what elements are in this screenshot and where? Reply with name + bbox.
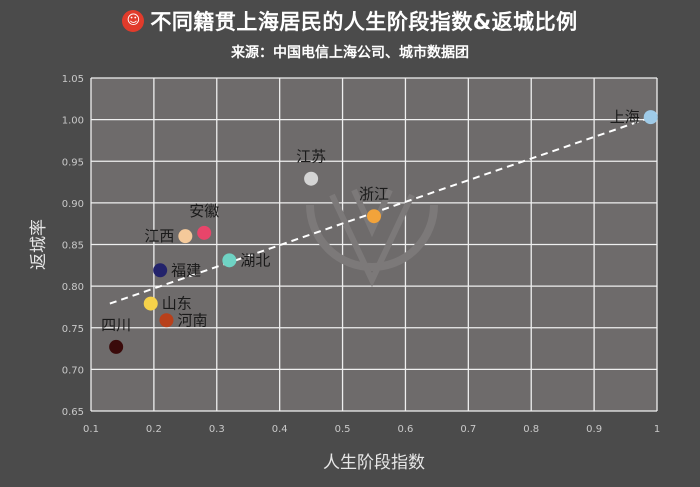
point-label: 浙江 (359, 185, 389, 203)
y-tick-label: 1.05 (62, 74, 84, 85)
data-point (197, 225, 212, 240)
point-label: 四川 (101, 316, 131, 334)
title-row: ☺ 不同籍贯上海居民的人生阶段指数&返城比例 (0, 6, 700, 36)
y-tick-label: 1.00 (62, 116, 84, 127)
y-tick-label: 0.70 (62, 365, 84, 376)
x-tick-label: 0.7 (460, 424, 476, 435)
y-tick-label: 0.80 (62, 282, 84, 293)
data-point (367, 209, 381, 224)
chart-header: ☺ 不同籍贯上海居民的人生阶段指数&返城比例 来源：中国电信上海公司、城市数据团 (0, 6, 700, 62)
x-axis-label: 人生阶段指数 (323, 453, 425, 473)
y-tick-label: 0.75 (62, 324, 84, 335)
y-tick-label: 0.65 (62, 407, 84, 418)
y-tick-label: 0.90 (62, 199, 84, 210)
x-tick-label: 0.6 (397, 424, 413, 435)
y-tick-label: 0.95 (62, 157, 84, 168)
y-tick-label: 0.85 (62, 241, 84, 252)
x-tick-label: 0.2 (146, 424, 162, 435)
x-tick-label: 0.4 (272, 424, 288, 435)
red-face-emoji-icon: ☺ (122, 10, 145, 32)
data-point (159, 313, 174, 328)
point-label: 江苏 (296, 148, 326, 166)
point-label: 山东 (162, 295, 192, 313)
y-axis-ticks: 0.65 0.70 0.75 0.80 0.85 0.90 0.95 1.00 1.05 (62, 74, 84, 418)
chart-title: 不同籍贯上海居民的人生阶段指数&返城比例 (150, 10, 578, 34)
x-tick-label: 0.3 (209, 424, 225, 435)
point-label: 湖北 (240, 251, 270, 269)
data-point (222, 253, 237, 268)
data-point (143, 296, 158, 311)
watermark-leaf (329, 188, 415, 288)
data-point (643, 110, 658, 125)
point-label: 福建 (171, 261, 201, 279)
data-point (178, 229, 193, 244)
chart-subtitle: 来源：中国电信上海公司、城市数据团 (231, 45, 469, 61)
point-label: 上海 (610, 108, 640, 126)
grid-lines (90, 77, 658, 412)
x-tick-label: 0.5 (335, 424, 351, 435)
point-label: 安徽 (189, 202, 219, 220)
x-tick-label: 1 (654, 424, 660, 435)
x-axis-ticks: 0.1 0.2 0.3 0.4 0.5 0.6 0.7 0.8 0.9 1 (83, 424, 660, 435)
point-label: 江西 (144, 227, 174, 245)
x-tick-label: 0.1 (83, 424, 99, 435)
data-point (304, 171, 319, 186)
point-label: 河南 (177, 311, 207, 329)
x-tick-label: 0.8 (523, 424, 539, 435)
y-axis-label: 返城率 (29, 219, 49, 270)
data-point (153, 263, 168, 278)
data-point (109, 339, 124, 354)
x-tick-label: 0.9 (586, 424, 602, 435)
